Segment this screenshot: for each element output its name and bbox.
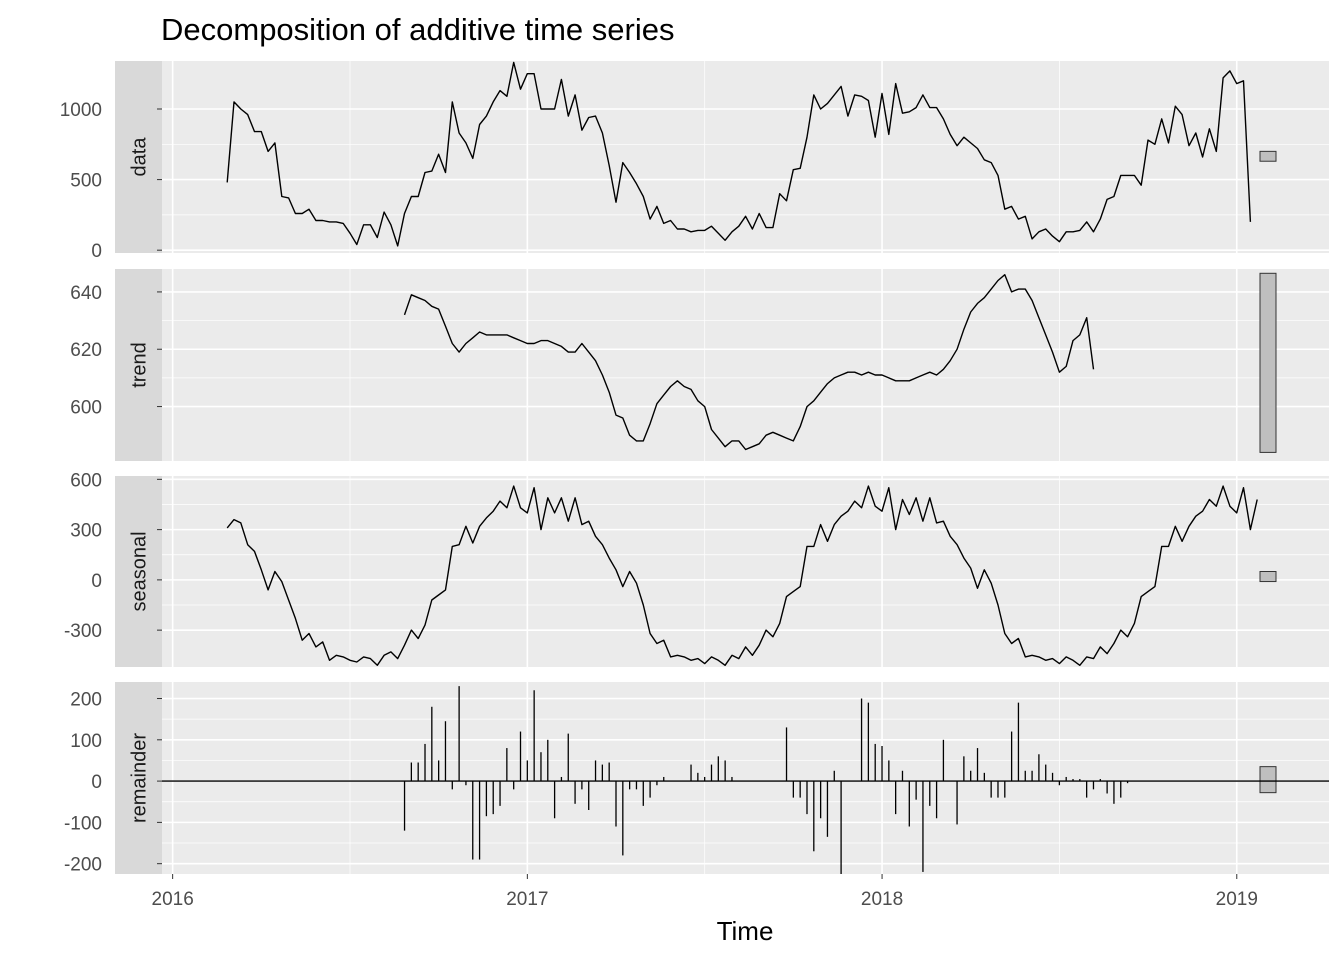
range-bar-seasonal — [1259, 571, 1277, 583]
series-line-trend — [403, 274, 1095, 451]
x-tick-label: 2018 — [861, 889, 903, 910]
strip-remainder — [115, 682, 162, 874]
y-tick-label-data: 500 — [70, 171, 102, 192]
x-axis: 2016 2017 2018 2019 — [152, 874, 1258, 910]
range-bar-data — [1259, 150, 1277, 162]
strip-label-data: data — [129, 137, 151, 177]
strip-data — [115, 61, 162, 253]
panel-trend: trend 600 620 640 — [70, 269, 1329, 461]
panel-background-data — [162, 61, 1329, 253]
y-tick-label-seasonal: 300 — [70, 521, 102, 542]
x-tick-label: 2017 — [506, 889, 548, 910]
y-tick-label-trend: 640 — [70, 283, 102, 304]
panel-seasonal: seasonal -300 0 300 600 — [64, 470, 1329, 667]
y-tick-label-seasonal: 600 — [70, 470, 102, 491]
panel-data: data 0 500 1000 — [60, 61, 1329, 262]
y-tick-label-remainder: -200 — [64, 855, 102, 876]
y-tick-label-trend: 600 — [70, 398, 102, 419]
chart-title: Decomposition of additive time series — [161, 12, 674, 47]
x-tick-label: 2019 — [1216, 889, 1258, 910]
series-line-seasonal — [226, 485, 1258, 666]
y-tick-label-remainder: 200 — [70, 690, 102, 711]
strip-label-trend: trend — [129, 342, 151, 388]
panel-background-remainder — [162, 682, 1329, 874]
panel-background-trend — [162, 269, 1329, 461]
panel-remainder: remainder -200 -100 0 100 200 — [64, 682, 1329, 876]
y-tick-label-remainder: -100 — [64, 813, 102, 834]
y-tick-label-seasonal: 0 — [91, 571, 102, 592]
strip-label-seasonal: seasonal — [129, 531, 151, 611]
y-tick-label-remainder: 100 — [70, 731, 102, 752]
range-bar-remainder — [1259, 766, 1277, 794]
strip-label-remainder: remainder — [129, 733, 151, 823]
panel-background-seasonal — [162, 476, 1329, 667]
strip-trend — [115, 269, 162, 461]
y-tick-label-data: 1000 — [60, 100, 102, 121]
range-bar-trend — [1259, 272, 1277, 453]
x-tick-label: 2016 — [152, 889, 194, 910]
y-tick-label-seasonal: -300 — [64, 621, 102, 642]
y-tick-label-remainder: 0 — [91, 772, 102, 793]
strip-seasonal — [115, 476, 162, 667]
y-tick-label-data: 0 — [91, 241, 102, 262]
panels: data05001000trend600620640seasonal-30003… — [60, 61, 1329, 876]
y-tick-label-trend: 620 — [70, 340, 102, 361]
series-line-data — [226, 61, 1252, 247]
x-axis-title: Time — [717, 916, 774, 946]
